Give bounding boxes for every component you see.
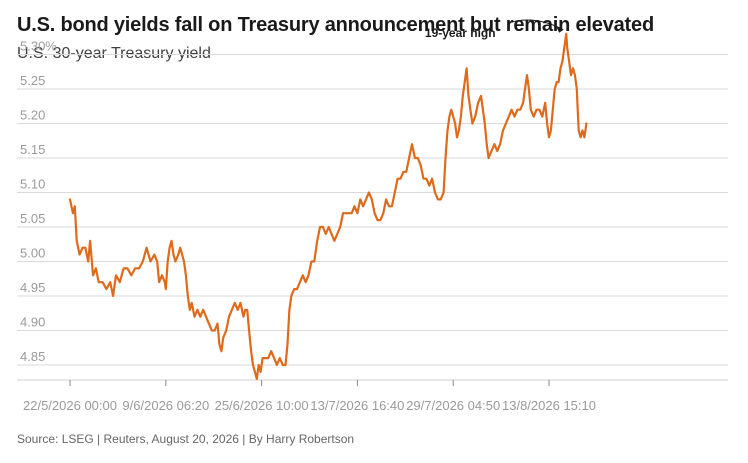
chart-subtitle: U.S. 30-year Treasury yield xyxy=(17,45,211,62)
y-tick-label: 5.00 xyxy=(20,246,45,261)
y-tick-label: 5.10 xyxy=(20,177,45,192)
y-tick-label: 5.20 xyxy=(20,108,45,123)
source-note: Source: LSEG | Reuters, August 20, 2026 … xyxy=(17,432,355,446)
y-tick-label: 4.90 xyxy=(20,315,45,330)
chart-title: U.S. bond yields fall on Treasury announ… xyxy=(17,14,654,36)
y-axis-ticks: 4.85 4.90 4.95 5.00 5.05 5.10 5.15 5.20 5.25 5.30… xyxy=(20,39,57,365)
y-tick-label: 5.05 xyxy=(20,211,45,226)
x-tick-label: 13/7/2026 16:40 xyxy=(310,398,404,413)
x-tick-label: 13/8/2026 15:10 xyxy=(502,398,596,413)
grid-lines xyxy=(17,54,728,366)
y-tick-label: 4.85 xyxy=(20,349,45,364)
series-group xyxy=(68,32,588,380)
annotation-arrowhead xyxy=(556,26,564,33)
annotation-group: 19-year high xyxy=(425,19,564,40)
x-tick-label: 9/6/2026 06:20 xyxy=(122,398,209,413)
x-tick-label: 29/7/2026 04:50 xyxy=(406,398,500,413)
x-tick-label: 25/6/2026 10:00 xyxy=(215,398,309,413)
annotation-label: 19-year high xyxy=(425,26,496,40)
y-tick-label: 5.30% xyxy=(20,39,57,54)
y-tick-label: 5.25 xyxy=(20,73,45,88)
y-tick-label: 4.95 xyxy=(20,280,45,295)
annotation-arrow xyxy=(508,19,564,31)
series-line xyxy=(68,32,588,380)
x-axis: 22/5/2026 00:00 9/6/2026 06:20 25/6/2026 1… xyxy=(17,379,728,413)
x-tick-label: 22/5/2026 00:00 xyxy=(23,398,117,413)
y-tick-label: 5.15 xyxy=(20,142,45,157)
